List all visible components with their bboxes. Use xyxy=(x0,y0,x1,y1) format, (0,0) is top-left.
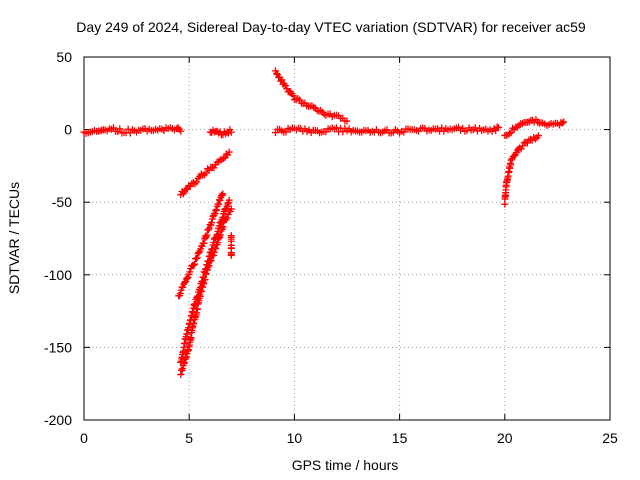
data-point xyxy=(184,273,192,281)
data-point xyxy=(189,179,197,187)
data-point xyxy=(206,258,214,266)
x-tick-label: 5 xyxy=(185,430,193,446)
data-point xyxy=(227,128,235,136)
data-point xyxy=(203,231,211,239)
data-point xyxy=(223,214,231,222)
x-axis-label: GPS time / hours xyxy=(292,457,399,473)
data-point xyxy=(216,197,224,205)
data-point xyxy=(558,119,566,127)
data-point xyxy=(273,69,281,77)
data-point xyxy=(212,207,220,215)
x-tick-label: 10 xyxy=(287,430,303,446)
series-steep-descent-c xyxy=(177,205,235,379)
data-point xyxy=(227,251,235,259)
data-point xyxy=(176,289,184,297)
data-points xyxy=(80,67,568,379)
y-tick-label: -200 xyxy=(44,412,72,428)
data-point xyxy=(282,128,290,136)
data-point xyxy=(208,219,216,227)
data-point xyxy=(201,232,209,240)
data-point xyxy=(181,279,189,287)
data-point xyxy=(193,178,201,186)
data-point xyxy=(219,190,227,198)
series-recovery-20-21.5 xyxy=(501,132,542,208)
series-tail-20-22.8 xyxy=(501,116,568,139)
data-point xyxy=(494,124,502,132)
data-point xyxy=(509,124,517,132)
data-point xyxy=(179,283,187,291)
data-point xyxy=(212,245,220,253)
data-point xyxy=(191,260,199,268)
data-point xyxy=(518,120,526,128)
data-point xyxy=(517,145,525,153)
data-point xyxy=(534,132,542,140)
y-tick-label: -150 xyxy=(44,339,72,355)
data-point xyxy=(278,76,286,84)
data-point xyxy=(225,196,233,204)
series-steep-descent-a xyxy=(175,190,227,300)
data-point xyxy=(205,262,213,270)
x-tick-label: 25 xyxy=(602,430,618,446)
data-point xyxy=(207,257,215,265)
data-point xyxy=(218,191,226,199)
x-tick-label: 20 xyxy=(497,430,513,446)
data-point xyxy=(219,155,227,163)
series-isolated-near-7 xyxy=(227,232,235,259)
data-point xyxy=(343,117,351,125)
y-tick-label: -50 xyxy=(52,194,72,210)
series-baseline-middle xyxy=(271,123,502,137)
grid xyxy=(84,57,610,420)
x-tick-label: 0 xyxy=(80,430,88,446)
data-point xyxy=(204,165,212,173)
data-point xyxy=(225,148,233,156)
data-point xyxy=(186,268,194,276)
data-point xyxy=(519,142,527,150)
data-point xyxy=(211,210,219,218)
data-point xyxy=(190,261,198,269)
data-point xyxy=(210,164,218,172)
data-point xyxy=(183,274,191,282)
data-point xyxy=(174,124,182,132)
x-tick-label: 15 xyxy=(392,430,408,446)
data-point xyxy=(215,200,223,208)
data-point xyxy=(506,130,514,138)
data-point xyxy=(116,125,124,133)
data-point xyxy=(177,127,185,135)
y-tick-label: 50 xyxy=(56,49,72,65)
y-tick-label: -100 xyxy=(44,267,72,283)
data-point xyxy=(507,129,515,137)
data-point xyxy=(531,135,539,143)
data-point xyxy=(204,263,212,271)
data-point xyxy=(224,200,232,208)
y-tick-label: 0 xyxy=(64,122,72,138)
data-point xyxy=(227,205,235,213)
series-cluster-6.0-7.0 xyxy=(206,126,235,139)
series-decay-9-12.5 xyxy=(271,67,351,125)
data-point xyxy=(289,92,297,100)
data-point xyxy=(560,118,568,126)
data-point xyxy=(213,206,221,214)
plot-frame xyxy=(83,56,611,421)
chart-title: Day 249 of 2024, Sidereal Day-to-day VTE… xyxy=(76,19,586,35)
ticks: 0 5 10 15 20 25 -200 -150 -100 -50 0 50 xyxy=(44,49,618,446)
series-arc-4.6-6.9 xyxy=(177,148,233,199)
data-point xyxy=(209,251,217,259)
data-point xyxy=(523,139,531,147)
series-baseline-early xyxy=(80,124,185,137)
data-point xyxy=(195,248,203,256)
y-axis-label: SDTVAR / TECUs xyxy=(6,182,22,294)
data-point xyxy=(210,248,218,256)
data-point xyxy=(205,166,213,174)
data-point xyxy=(200,239,208,247)
data-point xyxy=(193,254,201,262)
